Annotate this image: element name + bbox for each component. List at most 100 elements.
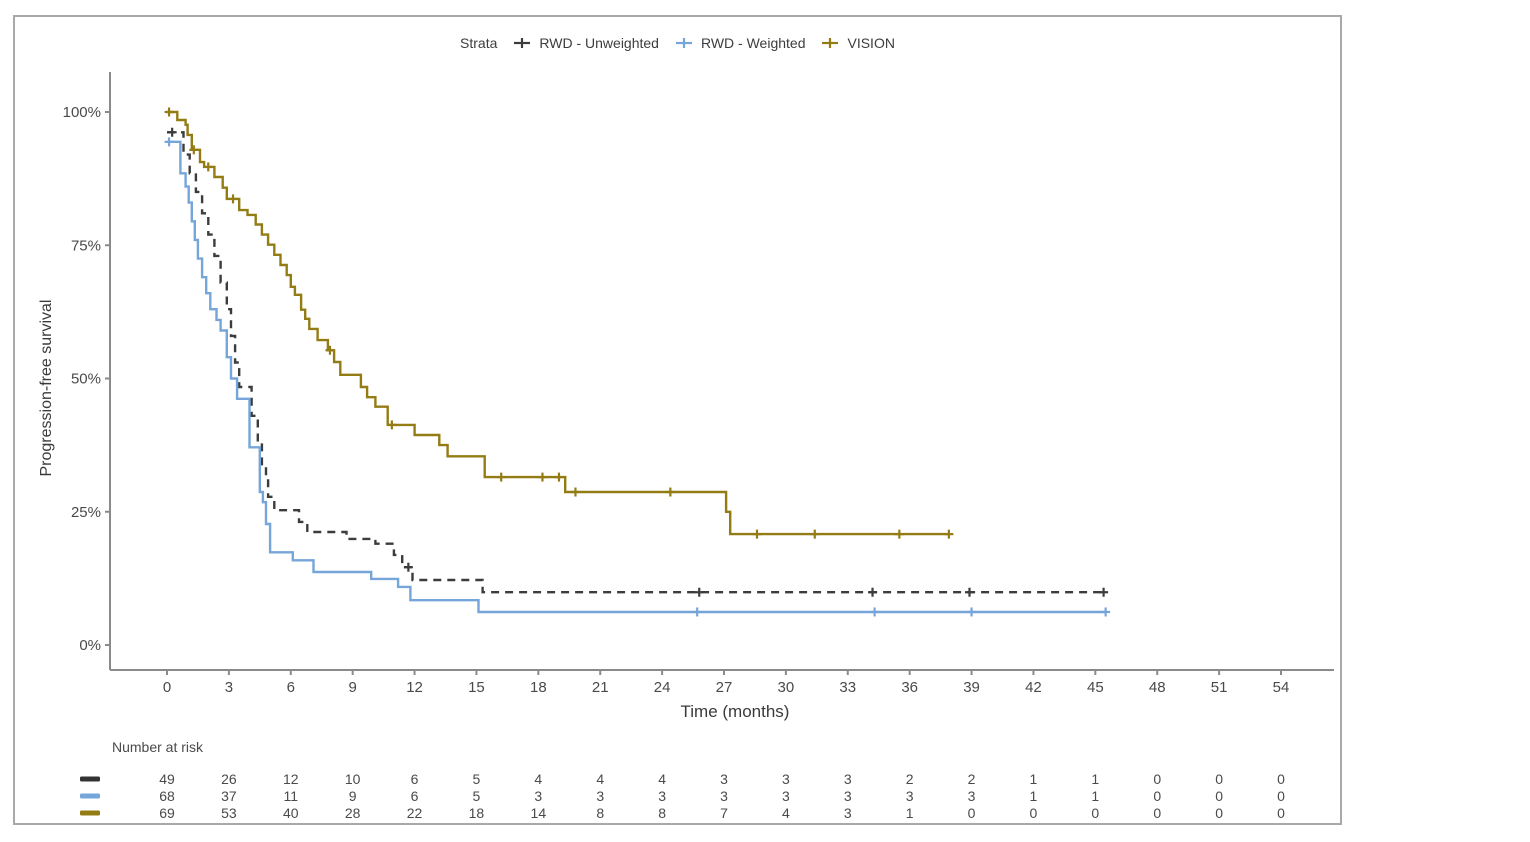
x-tick-label: 36 [901,679,918,696]
risk-count: 0 [1091,805,1099,821]
risk-count: 10 [345,771,361,787]
risk-count: 12 [283,771,299,787]
risk-count: 11 [284,788,299,804]
risk-count: 1 [906,805,914,821]
risk-count: 0 [1277,771,1285,787]
risk-count: 0 [968,805,976,821]
risk-count: 0 [1215,771,1223,787]
x-tick-label: 39 [963,679,980,696]
risk-count: 9 [349,788,357,804]
risk-count: 4 [658,771,666,787]
legend-item-label: RWD - Weighted [700,35,806,51]
y-tick-label: 100% [63,104,101,121]
x-tick-label: 48 [1149,679,1166,696]
legend: Strata RWD - Unweighted RWD - Weighted VIS… [15,35,1340,51]
risk-count: 3 [844,788,852,804]
risk-count: 3 [782,788,790,804]
x-tick-label: 42 [1025,679,1042,696]
risk-count: 14 [531,805,547,821]
x-tick-label: 9 [348,679,356,696]
risk-table-title: Number at risk [112,739,204,755]
risk-count: 1 [1030,771,1038,787]
risk-count: 3 [844,805,852,821]
risk-row-marker [80,810,100,816]
risk-count: 0 [1215,805,1223,821]
risk-count: 6 [411,788,419,804]
risk-count: 1 [1091,788,1099,804]
risk-count: 1 [1091,771,1099,787]
risk-count: 3 [720,788,728,804]
legend-plus-marker-icon [514,38,531,48]
risk-count: 3 [596,788,604,804]
legend-item-1: RWD - Weighted [673,35,806,51]
x-tick-label: 54 [1273,679,1290,696]
risk-count: 3 [906,788,914,804]
y-tick-label: 0% [79,637,101,654]
legend-plus-marker-icon [675,38,692,48]
legend-item-label: RWD - Unweighted [539,35,659,51]
risk-count: 40 [283,805,299,821]
risk-count: 8 [658,805,666,821]
risk-count: 7 [720,805,728,821]
km-plot: 100%75%50%25%0%0 3 6 9 12 15 18 21 24 27 30 33 36 39 4… [63,72,1334,821]
x-tick-label: 45 [1087,679,1104,696]
risk-count: 6 [411,771,419,787]
risk-count: 5 [473,788,481,804]
risk-row-marker [80,793,100,799]
risk-count: 0 [1277,788,1285,804]
risk-row-marker [80,776,100,782]
risk-count: 8 [596,805,604,821]
risk-count: 49 [159,771,175,787]
legend-title: Strata [460,35,498,51]
x-tick-label: 0 [163,679,171,696]
y-tick-label: 50% [71,371,101,388]
risk-count: 22 [407,805,423,821]
x-tick-label: 21 [592,679,609,696]
risk-count: 2 [906,771,914,787]
x-tick-label: 15 [468,679,485,696]
risk-count: 5 [473,771,481,787]
risk-count: 28 [345,805,361,821]
x-tick-label: 24 [654,679,671,696]
legend-item-label: VISION [847,35,895,51]
legend-plus-marker-icon [822,38,839,48]
x-tick-label: 27 [716,679,733,696]
risk-count: 2 [968,771,976,787]
legend-item-0: RWD - Unweighted [511,35,659,51]
risk-count: 0 [1153,788,1161,804]
risk-count: 3 [658,788,666,804]
risk-count: 68 [159,788,175,804]
x-tick-label: 33 [839,679,856,696]
risk-count: 0 [1153,805,1161,821]
risk-count: 3 [720,771,728,787]
x-axis-label: Time (months) [680,702,790,721]
risk-count: 3 [844,771,852,787]
x-tick-label: 6 [287,679,295,696]
risk-count: 69 [159,805,175,821]
risk-count: 1 [1030,788,1038,804]
x-tick-label: 30 [778,679,795,696]
risk-count: 37 [221,788,237,804]
risk-count: 3 [782,771,790,787]
risk-count: 26 [221,771,237,787]
risk-count: 4 [534,771,542,787]
legend-item-2: VISION [819,35,895,51]
risk-count: 0 [1030,805,1038,821]
risk-count: 3 [968,788,976,804]
y-tick-label: 25% [71,504,101,521]
risk-count: 18 [469,805,485,821]
risk-count: 4 [596,771,604,787]
x-tick-label: 51 [1211,679,1228,696]
risk-count: 0 [1277,805,1285,821]
x-tick-label: 18 [530,679,547,696]
risk-count: 0 [1153,771,1161,787]
risk-count: 0 [1215,788,1223,804]
km-curve-vision [167,110,949,536]
risk-count: 53 [221,805,237,821]
risk-count: 4 [782,805,790,821]
figure-frame: Strata RWD - Unweighted RWD - Weighted VIS… [13,15,1342,825]
km-curve-rwd-unweighted [167,131,1104,594]
km-curve-rwd-weighted [167,140,1106,614]
x-tick-label: 3 [225,679,233,696]
y-tick-label: 75% [71,237,101,254]
